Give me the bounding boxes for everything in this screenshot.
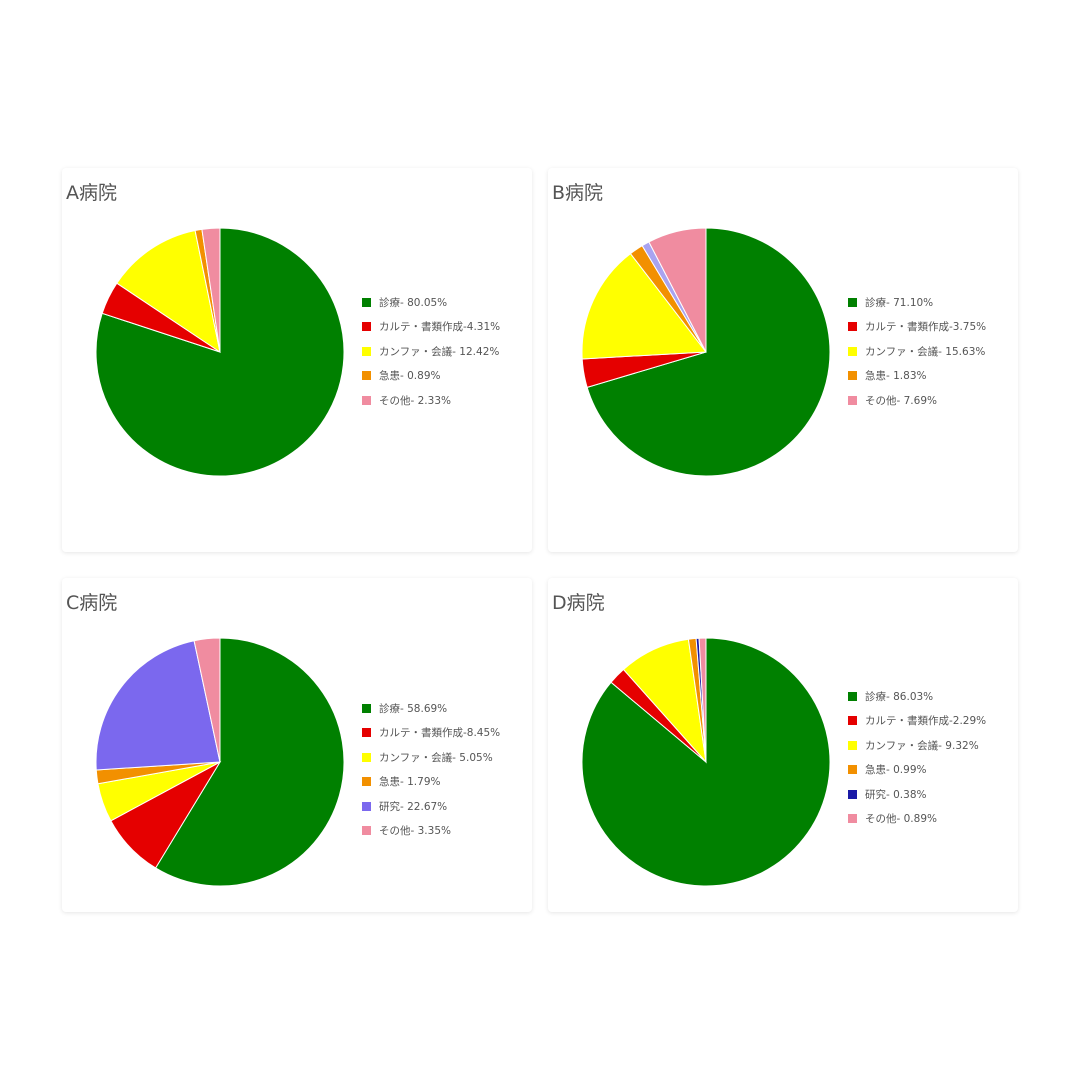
legend-label: 急患- 1.83% [865, 370, 927, 383]
legend-swatch [848, 322, 857, 332]
legend-item: カルテ・書類作成-4.31% [362, 315, 500, 340]
legend-item: 急患- 1.79% [362, 770, 500, 795]
pie-slice-5 [648, 227, 707, 353]
legend-label: その他- 3.35% [379, 825, 451, 838]
legend-item: カルテ・書類作成-8.45% [362, 721, 500, 746]
legend-b: 診療- 71.10% カルテ・書類作成-3.75% カンファ・会議- 15.63% 急… [848, 290, 986, 413]
pie-chart-d [581, 637, 831, 887]
legend-swatch [362, 801, 371, 811]
legend-label: カンファ・会議- 15.63% [865, 345, 986, 358]
pie-slice-0 [154, 637, 345, 887]
legend-item: 急患- 1.83% [848, 364, 986, 389]
legend-item: その他- 7.69% [848, 388, 986, 413]
legend-label: 急患- 1.79% [379, 776, 441, 789]
legend-swatch [848, 371, 857, 381]
legend-item: カンファ・会議- 5.05% [362, 745, 500, 770]
legend-swatch [848, 740, 857, 750]
legend-item: カンファ・会議- 12.42% [362, 339, 500, 364]
chart-panel-b: B病院 診療- 71.10% カルテ・書類作成-3.75% カンファ・会議- 15.… [548, 168, 1018, 552]
legend-swatch [848, 346, 857, 356]
pie-slice-2 [116, 229, 221, 354]
legend-label: カンファ・会議- 5.05% [379, 751, 493, 764]
legend-label: その他- 0.89% [865, 813, 937, 826]
legend-label: カンファ・会議- 12.42% [379, 345, 500, 358]
legend-d: 診療- 86.03% カルテ・書類作成-2.29% カンファ・会議- 9.32% 急患… [848, 684, 986, 831]
legend-item: カルテ・書類作成-3.75% [848, 315, 986, 340]
legend-swatch [848, 789, 857, 799]
legend-label: 診療- 58.69% [379, 702, 448, 715]
legend-item: その他- 2.33% [362, 388, 500, 413]
legend-item: その他- 0.89% [848, 807, 986, 832]
chart-panel-c: C病院 診療- 58.69% カルテ・書類作成-8.45% カンファ・会議- 5.0… [62, 578, 532, 912]
legend-swatch [362, 297, 371, 307]
legend-swatch [362, 826, 371, 836]
legend-swatch [848, 395, 857, 405]
legend-label: 研究- 0.38% [865, 788, 927, 801]
chart-title: C病院 [66, 592, 118, 614]
pie-chart-b [581, 227, 831, 477]
legend-swatch [848, 297, 857, 307]
legend-swatch [362, 322, 371, 332]
legend-item: 診療- 58.69% [362, 696, 500, 721]
legend-label: 診療- 86.03% [865, 690, 934, 703]
chart-title: D病院 [552, 592, 605, 614]
legend-item: カンファ・会議- 9.32% [848, 733, 986, 758]
legend-a: 診療- 80.05% カルテ・書類作成-4.31% カンファ・会議- 12.42% 急… [362, 290, 500, 413]
pie-slice-4 [95, 640, 221, 771]
legend-label: カルテ・書類作成-8.45% [379, 727, 501, 740]
legend-label: カルテ・書類作成-4.31% [379, 321, 501, 334]
legend-swatch [362, 777, 371, 787]
chart-panel-a: A病院 診療- 80.05% カルテ・書類作成-4.31% カンファ・会議- 12.… [62, 168, 532, 552]
legend-label: 診療- 71.10% [865, 296, 934, 309]
legend-item: 研究- 0.38% [848, 782, 986, 807]
chart-title: A病院 [66, 182, 117, 204]
legend-swatch [362, 371, 371, 381]
pie-slice-2 [581, 252, 707, 360]
legend-swatch [362, 703, 371, 713]
legend-item: 急患- 0.99% [848, 758, 986, 783]
legend-swatch [848, 691, 857, 701]
legend-swatch [848, 814, 857, 824]
legend-swatch [362, 346, 371, 356]
pie-slice-0 [586, 227, 831, 477]
legend-swatch [848, 765, 857, 775]
legend-item: カルテ・書類作成-2.29% [848, 709, 986, 734]
chart-title: B病院 [552, 182, 604, 204]
pie-slice-4 [201, 227, 221, 353]
pie-chart-c [95, 637, 345, 887]
legend-item: 研究- 22.67% [362, 794, 500, 819]
legend-swatch [362, 728, 371, 738]
pie-slice-5 [698, 637, 707, 763]
legend-label: カルテ・書類作成-3.75% [865, 321, 987, 334]
legend-swatch [362, 395, 371, 405]
legend-label: 急患- 0.89% [379, 370, 441, 383]
legend-swatch [848, 716, 857, 726]
legend-swatch [362, 752, 371, 762]
legend-item: カンファ・会議- 15.63% [848, 339, 986, 364]
legend-label: 診療- 80.05% [379, 296, 448, 309]
legend-label: カンファ・会議- 9.32% [865, 739, 979, 752]
pie-chart-a [95, 227, 345, 477]
legend-label: 急患- 0.99% [865, 764, 927, 777]
legend-label: カルテ・書類作成-2.29% [865, 715, 987, 728]
pie-slice-5 [193, 637, 221, 763]
legend-item: 診療- 86.03% [848, 684, 986, 709]
chart-panel-d: D病院 診療- 86.03% カルテ・書類作成-2.29% カンファ・会議- 9.3… [548, 578, 1018, 912]
legend-c: 診療- 58.69% カルテ・書類作成-8.45% カンファ・会議- 5.05% 急患… [362, 696, 500, 843]
legend-label: その他- 2.33% [379, 394, 451, 407]
legend-item: 診療- 80.05% [362, 290, 500, 315]
legend-item: 診療- 71.10% [848, 290, 986, 315]
legend-label: 研究- 22.67% [379, 800, 448, 813]
legend-label: その他- 7.69% [865, 394, 937, 407]
legend-item: その他- 3.35% [362, 819, 500, 844]
legend-item: 急患- 0.89% [362, 364, 500, 389]
